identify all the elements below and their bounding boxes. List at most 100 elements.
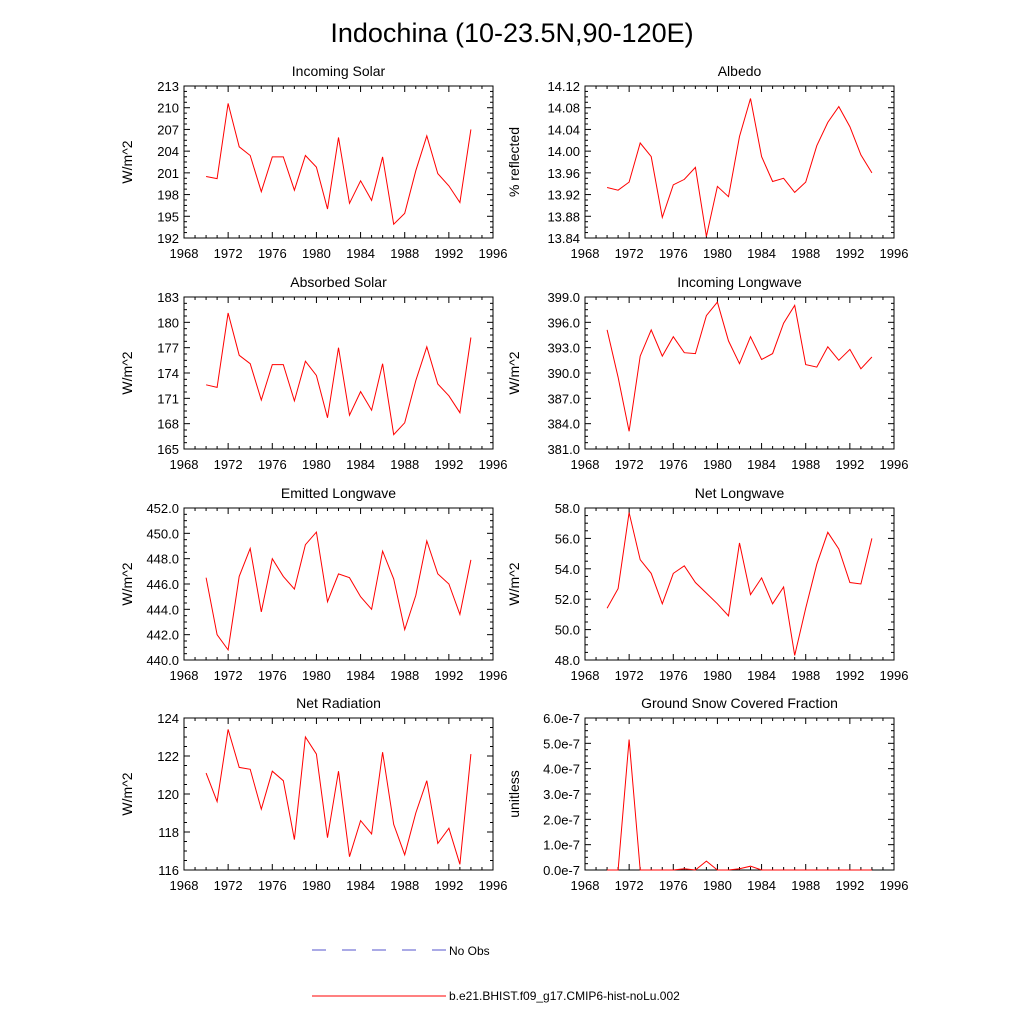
net-longwave-xtick-label: 1996 xyxy=(880,668,909,683)
absorbed-solar-series-line-0 xyxy=(205,312,472,436)
incoming-solar-plot-frame xyxy=(183,85,494,239)
ground-snow-covered-fraction-xtick-label: 1980 xyxy=(703,878,732,893)
incoming-solar-ytick-label: 210 xyxy=(157,101,179,116)
incoming-longwave-ytick-label: 384.0 xyxy=(547,417,580,432)
absorbed-solar-xtick-label: 1976 xyxy=(258,457,287,472)
incoming-solar-xtick-label: 1984 xyxy=(346,246,375,261)
absorbed-solar-xtick-label: 1996 xyxy=(479,457,508,472)
ground-snow-covered-fraction-xtick-label: 1968 xyxy=(571,878,600,893)
incoming-longwave-xtick-label: 1996 xyxy=(880,457,909,472)
emitted-longwave-ylabel: W/m^2 xyxy=(119,562,135,605)
albedo-ytick-label: 14.12 xyxy=(547,79,580,94)
albedo-xtick-label: 1968 xyxy=(571,246,600,261)
ground-snow-covered-fraction-xtick-label: 1976 xyxy=(659,878,688,893)
net-radiation-xtick-label: 1968 xyxy=(170,878,199,893)
ground-snow-covered-fraction-series-line-0 xyxy=(607,739,872,871)
emitted-longwave-xtick-label: 1992 xyxy=(434,668,463,683)
incoming-longwave-xtick-label: 1988 xyxy=(791,457,820,472)
panel-ground-snow-covered-fraction: Ground Snow Covered Fraction unitless 1968… xyxy=(506,695,908,893)
absorbed-solar-ytick-label: 165 xyxy=(157,442,179,457)
albedo-ytick-label: 14.08 xyxy=(547,101,580,116)
incoming-solar-xtick-label: 1968 xyxy=(170,246,199,261)
incoming-longwave-ytick-label: 396.0 xyxy=(547,315,580,330)
incoming-longwave-xtick-label: 1980 xyxy=(703,457,732,472)
incoming-solar-xtick-label: 1972 xyxy=(214,246,243,261)
ground-snow-covered-fraction-ytick-label: 1.0e-7 xyxy=(543,838,580,853)
incoming-solar-xtick-label: 1992 xyxy=(434,246,463,261)
net-radiation-xtick-label: 1992 xyxy=(434,878,463,893)
net-longwave-xtick-label: 1980 xyxy=(703,668,732,683)
ground-snow-covered-fraction-ytick-label: 4.0e-7 xyxy=(543,762,580,777)
albedo-plot-frame xyxy=(584,85,895,239)
incoming-longwave-ytick-label: 387.0 xyxy=(547,391,580,406)
ground-snow-covered-fraction-xtick-label: 1984 xyxy=(747,878,776,893)
ground-snow-covered-fraction-title: Ground Snow Covered Fraction xyxy=(641,695,838,711)
net-longwave-ylabel: W/m^2 xyxy=(506,562,522,605)
absorbed-solar-ylabel: W/m^2 xyxy=(119,351,135,394)
net-radiation-ytick-label: 120 xyxy=(157,787,179,802)
emitted-longwave-xtick-label: 1996 xyxy=(479,668,508,683)
net-radiation-title: Net Radiation xyxy=(296,695,381,711)
incoming-longwave-xtick-label: 1968 xyxy=(571,457,600,472)
emitted-longwave-xtick-label: 1972 xyxy=(214,668,243,683)
albedo-xtick-label: 1992 xyxy=(835,246,864,261)
net-radiation-xtick-label: 1980 xyxy=(302,878,331,893)
incoming-solar-ytick-label: 213 xyxy=(157,79,179,94)
incoming-longwave-ytick-label: 381.0 xyxy=(547,442,580,457)
albedo-ytick-label: 13.92 xyxy=(547,188,580,203)
absorbed-solar-ytick-label: 171 xyxy=(157,391,179,406)
ground-snow-covered-fraction-ytick-label: 0.0e-7 xyxy=(543,863,580,878)
incoming-longwave-xtick-label: 1972 xyxy=(615,457,644,472)
absorbed-solar-ytick-label: 183 xyxy=(157,290,179,305)
net-longwave-xtick-label: 1972 xyxy=(615,668,644,683)
net-longwave-xtick-label: 1968 xyxy=(571,668,600,683)
incoming-solar-ytick-label: 192 xyxy=(157,231,179,246)
net-longwave-ytick-label: 54.0 xyxy=(555,562,580,577)
emitted-longwave-ytick-label: 442.0 xyxy=(146,628,179,643)
ground-snow-covered-fraction-ytick-label: 5.0e-7 xyxy=(543,736,580,751)
incoming-solar-ytick-label: 195 xyxy=(157,209,179,224)
panel-incoming-longwave: Incoming Longwave W/m^2 1968 1972 1976 1980 19… xyxy=(506,274,908,472)
absorbed-solar-xtick-label: 1984 xyxy=(346,457,375,472)
net-radiation-ytick-label: 118 xyxy=(158,825,179,840)
incoming-longwave-ytick-label: 399.0 xyxy=(547,290,580,305)
albedo-xtick-label: 1988 xyxy=(791,246,820,261)
emitted-longwave-title: Emitted Longwave xyxy=(281,485,396,501)
incoming-solar-xtick-label: 1976 xyxy=(258,246,287,261)
emitted-longwave-ytick-label: 440.0 xyxy=(146,653,179,668)
ground-snow-covered-fraction-ylabel: unitless xyxy=(506,770,522,817)
incoming-solar-xtick-label: 1980 xyxy=(302,246,331,261)
panel-net-longwave: Net Longwave W/m^2 1968 1972 1976 1980 1984 198… xyxy=(506,485,908,683)
ground-snow-covered-fraction-ytick-label: 6.0e-7 xyxy=(543,711,580,726)
albedo-xtick-label: 1984 xyxy=(747,246,776,261)
albedo-ylabel: % reflected xyxy=(506,127,522,197)
albedo-ytick-label: 14.04 xyxy=(547,122,580,137)
incoming-longwave-xtick-label: 1976 xyxy=(659,457,688,472)
net-radiation-xtick-label: 1988 xyxy=(390,878,419,893)
emitted-longwave-xtick-label: 1980 xyxy=(302,668,331,683)
panel-albedo: Albedo % reflected 1968 1972 1976 1980 1984 198… xyxy=(506,63,908,261)
legend-no-obs-label: No Obs xyxy=(449,944,490,958)
incoming-longwave-title: Incoming Longwave xyxy=(677,274,802,290)
absorbed-solar-ytick-label: 174 xyxy=(157,366,179,381)
ground-snow-covered-fraction-xtick-label: 1996 xyxy=(880,878,909,893)
incoming-solar-ylabel: W/m^2 xyxy=(119,140,135,183)
emitted-longwave-ytick-label: 446.0 xyxy=(146,577,179,592)
emitted-longwave-ytick-label: 444.0 xyxy=(146,602,179,617)
incoming-longwave-plot-frame xyxy=(584,296,895,450)
incoming-longwave-ylabel: W/m^2 xyxy=(506,351,522,394)
figure-title: Indochina (10-23.5N,90-120E) xyxy=(330,18,693,48)
emitted-longwave-xtick-label: 1976 xyxy=(258,668,287,683)
incoming-longwave-series-line-0 xyxy=(606,301,873,432)
incoming-solar-ytick-label: 198 xyxy=(157,188,179,203)
incoming-solar-ytick-label: 204 xyxy=(157,144,179,159)
absorbed-solar-xtick-label: 1972 xyxy=(214,457,243,472)
emitted-longwave-series-line-0 xyxy=(205,530,472,652)
net-radiation-xtick-label: 1972 xyxy=(214,878,243,893)
incoming-solar-ytick-label: 201 xyxy=(157,166,179,181)
emitted-longwave-ytick-label: 448.0 xyxy=(146,552,179,567)
ground-snow-covered-fraction-xtick-label: 1992 xyxy=(835,878,864,893)
albedo-ytick-label: 13.96 xyxy=(547,166,580,181)
net-longwave-ytick-label: 52.0 xyxy=(555,592,580,607)
